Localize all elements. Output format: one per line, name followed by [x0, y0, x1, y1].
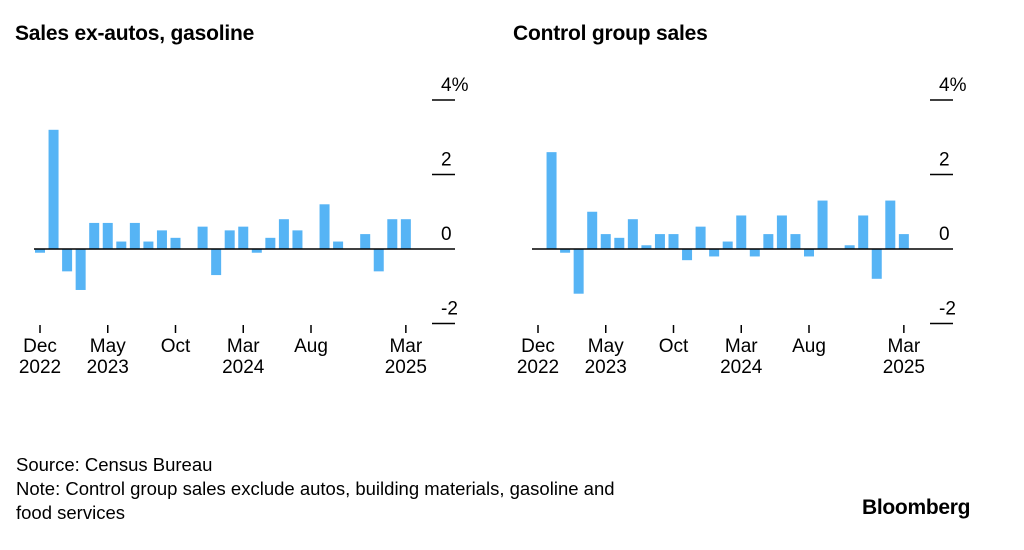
bar [116, 241, 127, 249]
y-tick-label: 2 [939, 150, 950, 171]
bar [749, 249, 760, 257]
x-tick-label-month: Oct [659, 336, 689, 357]
x-tick-label-month: Dec [23, 336, 57, 357]
x-tick-label-month: Mar [725, 336, 758, 357]
x-tick-label-year: 2023 [585, 357, 627, 378]
x-tick-label-month: Dec [521, 336, 555, 357]
bar [885, 200, 896, 249]
bar [156, 230, 167, 249]
bar [898, 234, 909, 249]
bar [804, 249, 814, 257]
y-tick-label: -2 [441, 299, 458, 320]
bar [251, 249, 262, 253]
y-tick-label: -2 [939, 299, 956, 320]
bar [48, 129, 59, 249]
bar [143, 241, 154, 249]
footnote-line-2: food services [16, 502, 125, 523]
x-tick-label-year: 2024 [222, 357, 265, 378]
bar [844, 245, 855, 249]
bar [722, 241, 733, 249]
bar [858, 215, 869, 249]
x-tick-label-month: May [90, 336, 126, 357]
x-tick-label-month: Mar [887, 336, 920, 357]
bar [817, 200, 828, 249]
bar [211, 249, 222, 276]
bar [790, 234, 801, 249]
bar [400, 219, 411, 249]
bar [170, 237, 181, 249]
bar [573, 249, 584, 294]
bar [238, 226, 249, 249]
x-tick-label-year: 2022 [517, 357, 559, 378]
bar [546, 152, 557, 249]
chart-panel-control-group: Control group sales 4% 2 0 -2 Dec 2022 May 2023… [498, 0, 998, 430]
x-tick-label-year: 2023 [87, 357, 129, 378]
chart-title: Sales ex-autos, gasoline [15, 22, 255, 45]
footnote-line-1: Note: Control group sales exclude autos,… [16, 478, 615, 499]
bar [736, 215, 747, 249]
bar [75, 249, 86, 290]
bar [278, 219, 289, 249]
bar [265, 237, 276, 249]
bar [333, 241, 344, 249]
bar [763, 234, 774, 249]
bar [129, 222, 140, 249]
bar [600, 234, 611, 249]
bar [560, 249, 571, 253]
bar [387, 219, 398, 249]
bar [62, 249, 73, 272]
bar [682, 249, 693, 261]
bloomberg-logo: Bloomberg [862, 496, 971, 519]
bar [614, 237, 625, 249]
bar [292, 230, 303, 249]
chart-title: Control group sales [513, 22, 708, 45]
x-tick-label-year: 2025 [385, 357, 427, 378]
y-tick-label: 4% [441, 75, 469, 96]
chart-panel-sales-ex-autos: Sales ex-autos, gasoline 4% 2 0 -2 Dec 2022 Ma… [0, 0, 500, 430]
bar [35, 249, 45, 253]
x-tick-label-month: May [588, 336, 624, 357]
bar [197, 226, 208, 249]
bar [709, 249, 720, 257]
bar [360, 234, 371, 249]
bar [871, 249, 882, 279]
bar [89, 222, 100, 249]
x-tick-label-year: 2022 [19, 357, 61, 378]
x-tick-label-month: Mar [227, 336, 260, 357]
x-tick-label-month: Aug [294, 336, 328, 357]
x-tick-label-month: Aug [792, 336, 826, 357]
y-tick-label: 0 [939, 224, 950, 245]
bar [224, 230, 235, 249]
x-tick-label-year: 2025 [883, 357, 925, 378]
bar [776, 215, 787, 249]
x-tick-label-year: 2024 [720, 357, 763, 378]
chart-footer: Source: Census Bureau Note: Control grou… [16, 453, 615, 525]
y-tick-label: 4% [939, 75, 967, 96]
bar [102, 222, 113, 249]
bar [373, 249, 384, 272]
y-tick-label: 2 [441, 150, 452, 171]
x-tick-label-month: Mar [389, 336, 422, 357]
bar [654, 234, 665, 249]
y-tick-label: 0 [441, 224, 452, 245]
bar [641, 245, 652, 249]
bar [587, 211, 598, 249]
source-note: Source: Census Bureau [16, 454, 213, 475]
bar [319, 204, 330, 249]
bar [627, 219, 638, 249]
bar [668, 234, 679, 249]
bar [695, 226, 706, 249]
x-tick-label-month: Oct [161, 336, 191, 357]
